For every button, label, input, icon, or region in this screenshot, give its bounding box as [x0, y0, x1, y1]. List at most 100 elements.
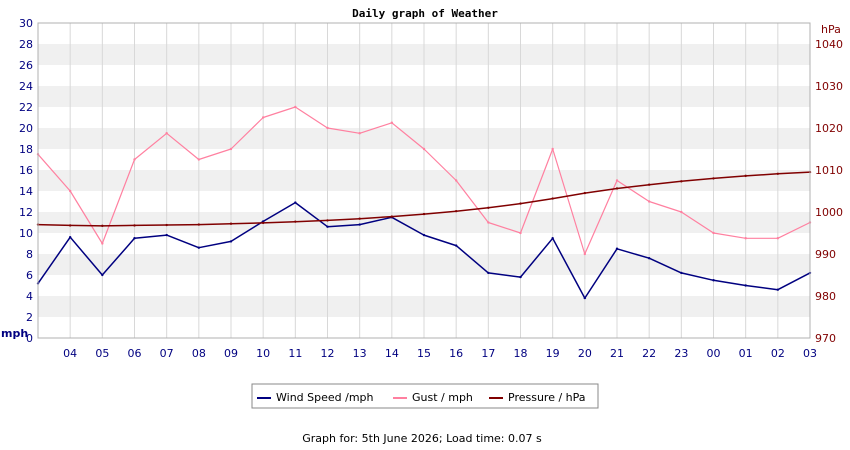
series-point-2 — [680, 180, 683, 183]
series-point-1 — [776, 237, 780, 240]
x-tick-label: 22 — [642, 347, 656, 360]
x-tick-label: 10 — [256, 347, 270, 360]
series-point-2 — [358, 217, 361, 220]
series-point-2 — [133, 224, 136, 227]
series-point-1 — [68, 189, 72, 193]
series-point-1 — [680, 210, 683, 214]
left-tick-label: 0 — [26, 332, 33, 345]
x-tick-label: 06 — [128, 347, 142, 360]
series-point-0 — [712, 279, 715, 282]
series-point-0 — [133, 237, 136, 240]
series-point-0 — [776, 288, 780, 291]
series-point-1 — [294, 105, 297, 109]
legend-gust-label: Gust / mph — [412, 391, 473, 404]
legend-wind-label: Wind Speed /mph — [276, 391, 374, 404]
right-tick-label: 970 — [815, 332, 836, 345]
right-tick-label: 980 — [815, 290, 836, 303]
right-axis-ticks: 970 980 990 1000 1010 1020 1030 1040 — [815, 38, 843, 345]
series-point-0 — [68, 236, 72, 239]
series-point-0 — [101, 273, 104, 277]
left-tick-label: 28 — [19, 38, 33, 51]
series-point-0 — [680, 271, 683, 275]
series-point-1 — [712, 231, 715, 235]
left-tick-label: 24 — [19, 80, 33, 93]
series-point-2 — [294, 220, 297, 223]
legend-pressure-label: Pressure / hPa — [508, 391, 586, 404]
left-tick-label: 12 — [19, 206, 33, 219]
x-tick-label: 11 — [288, 347, 302, 360]
series-point-1 — [647, 200, 651, 203]
series-point-2 — [551, 197, 554, 200]
series-point-0 — [358, 223, 361, 226]
left-tick-label: 14 — [19, 185, 33, 198]
x-tick-label: 18 — [514, 347, 528, 360]
x-tick-label: 03 — [803, 347, 817, 360]
series-point-2 — [519, 202, 522, 205]
series-point-1 — [487, 221, 490, 224]
series-point-2 — [744, 174, 747, 178]
series-point-0 — [647, 257, 651, 260]
x-tick-label: 08 — [192, 347, 206, 360]
x-tick-label: 12 — [321, 347, 335, 360]
series-point-2 — [390, 215, 394, 218]
x-tick-label: 00 — [707, 347, 721, 360]
series-point-2 — [454, 209, 458, 213]
series-point-2 — [712, 177, 715, 180]
x-tick-label: 14 — [385, 347, 399, 360]
series-point-0 — [519, 275, 522, 279]
series-point-1 — [744, 237, 747, 240]
series-point-2 — [197, 223, 201, 226]
left-tick-label: 2 — [26, 311, 33, 324]
left-tick-label: 20 — [19, 122, 33, 135]
legend: Wind Speed /mph Gust / mph Pressure / hP… — [251, 383, 599, 409]
x-tick-label: 15 — [417, 347, 431, 360]
series-point-0 — [583, 296, 587, 300]
series-point-1 — [422, 147, 426, 151]
series-point-1 — [358, 132, 361, 135]
left-tick-label: 18 — [19, 143, 33, 156]
series-layer — [36, 105, 812, 300]
series-point-1 — [390, 121, 394, 124]
x-tick-label: 05 — [95, 347, 109, 360]
series-point-2 — [326, 219, 329, 222]
series-point-1 — [101, 242, 104, 245]
series-point-1 — [583, 252, 587, 256]
x-tick-label: 23 — [674, 347, 688, 360]
series-point-0 — [294, 201, 297, 204]
series-point-0 — [551, 237, 554, 240]
left-tick-label: 6 — [26, 269, 33, 282]
series-point-0 — [326, 225, 329, 228]
left-tick-label: 16 — [19, 164, 33, 177]
x-tick-label: 04 — [63, 347, 77, 360]
series-point-2 — [68, 224, 72, 227]
series-point-2 — [165, 223, 168, 227]
right-axis-unit: hPa — [821, 23, 841, 36]
right-tick-label: 1020 — [815, 122, 843, 135]
series-point-0 — [744, 284, 747, 287]
series-point-1 — [197, 158, 201, 161]
chart-title: Daily graph of Weather — [352, 7, 498, 20]
series-point-0 — [454, 244, 458, 247]
series-point-0 — [487, 271, 490, 275]
series-point-1 — [326, 126, 329, 130]
series-point-2 — [422, 212, 426, 216]
series-point-1 — [454, 179, 458, 182]
right-tick-label: 1030 — [815, 80, 843, 93]
series-point-2 — [101, 224, 104, 228]
plot-border — [37, 22, 811, 339]
series-point-1 — [165, 132, 168, 135]
left-tick-label: 10 — [19, 227, 33, 240]
series-point-1 — [615, 179, 619, 182]
x-tick-label: 02 — [771, 347, 785, 360]
x-axis-ticks: 04 05 06 07 08 09 10 11 12 13 14 15 16 17 18 19 20 21 22 23… — [63, 347, 817, 360]
x-tick-label: 13 — [353, 347, 367, 360]
x-tick-label: 20 — [578, 347, 592, 360]
x-tick-label: 07 — [160, 347, 174, 360]
series-point-1 — [229, 147, 233, 151]
left-tick-label: 4 — [26, 290, 33, 303]
series-point-0 — [615, 247, 619, 250]
x-tick-label: 16 — [449, 347, 463, 360]
series-point-1 — [519, 231, 522, 235]
series-point-0 — [165, 233, 168, 237]
